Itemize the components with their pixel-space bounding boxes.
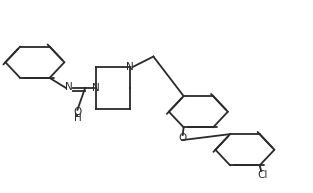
Text: O: O: [73, 107, 81, 117]
Text: N: N: [65, 82, 73, 92]
Text: N: N: [92, 83, 100, 93]
Text: H: H: [74, 113, 81, 123]
Text: N: N: [126, 62, 134, 72]
Text: Cl: Cl: [258, 169, 268, 179]
Text: O: O: [178, 133, 186, 143]
